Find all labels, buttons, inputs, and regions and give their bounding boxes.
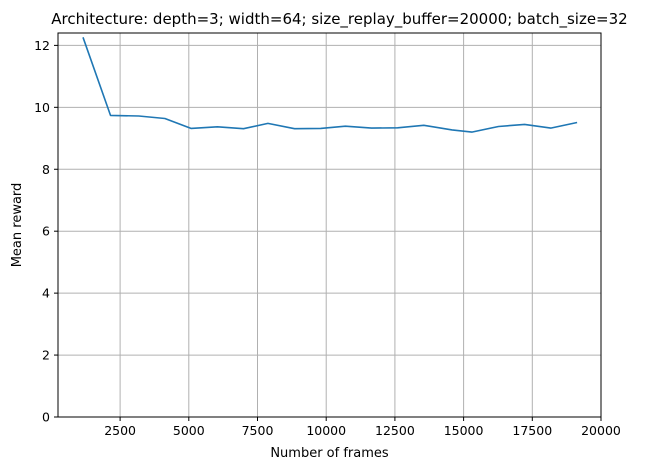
y-tick-label: 2 [42, 348, 50, 363]
y-tick-label: 6 [42, 224, 50, 239]
y-tick-label: 0 [42, 410, 50, 425]
y-tick-label: 10 [34, 100, 50, 115]
x-tick-label: 5000 [173, 423, 205, 438]
series-group [82, 37, 578, 133]
x-tick-label: 20000 [581, 423, 621, 438]
grid-lines [58, 33, 602, 418]
chart-title: Architecture: depth=3; width=64; size_re… [51, 10, 627, 29]
y-tick-label: 4 [42, 286, 50, 301]
x-tick-label: 2500 [104, 423, 136, 438]
x-tick-label: 17500 [512, 423, 552, 438]
y-tick-label: 12 [34, 38, 50, 53]
x-tick-label: 12500 [375, 423, 415, 438]
x-tick-label: 7500 [242, 423, 274, 438]
y-tick-label: 8 [42, 162, 50, 177]
x-tick-label: 10000 [306, 423, 346, 438]
y-axis-label: Mean reward [10, 183, 25, 268]
series-line [82, 37, 578, 133]
x-axis-label: Number of frames [270, 446, 389, 461]
plot-frame [57, 32, 602, 418]
x-tick-label: 15000 [444, 423, 484, 438]
axis-ticks: 2500 5000 7500 10000 12500 15000 17500 20000 0 2 4… [34, 38, 621, 438]
